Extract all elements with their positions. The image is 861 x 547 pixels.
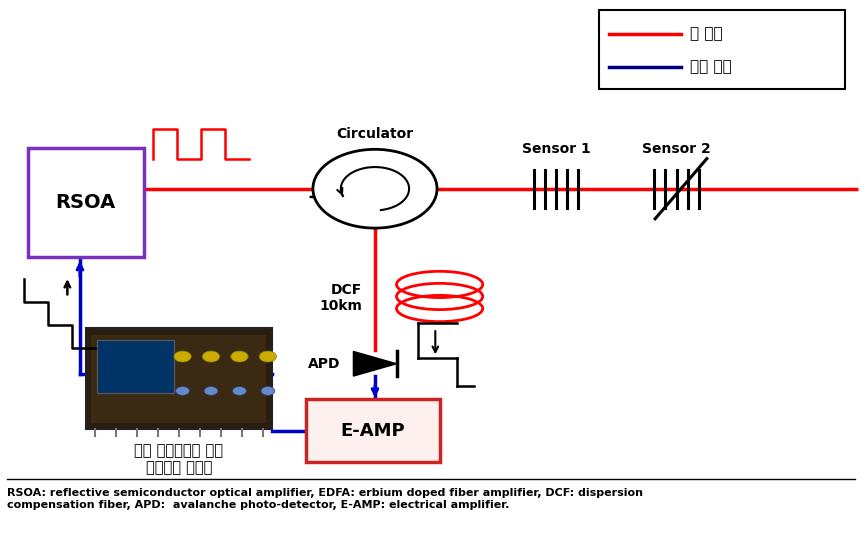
Circle shape bbox=[231, 351, 248, 362]
Text: 온도 모니터링용 센서
신호처리 시스템: 온도 모니터링용 센서 신호처리 시스템 bbox=[134, 443, 223, 475]
Circle shape bbox=[202, 351, 220, 362]
FancyBboxPatch shape bbox=[598, 10, 844, 89]
Circle shape bbox=[174, 351, 191, 362]
Polygon shape bbox=[353, 352, 396, 376]
Circle shape bbox=[204, 387, 218, 395]
Text: APD: APD bbox=[307, 357, 340, 371]
Text: 광 신호: 광 신호 bbox=[689, 26, 722, 41]
Circle shape bbox=[259, 351, 276, 362]
FancyBboxPatch shape bbox=[96, 340, 174, 393]
FancyBboxPatch shape bbox=[91, 335, 266, 423]
Circle shape bbox=[313, 149, 437, 228]
Circle shape bbox=[261, 387, 275, 395]
Text: Circulator: Circulator bbox=[336, 127, 413, 141]
Text: 전기 신호: 전기 신호 bbox=[689, 60, 730, 74]
Text: RSOA: reflective semiconductor optical amplifier, EDFA: erbium doped fiber ampli: RSOA: reflective semiconductor optical a… bbox=[7, 488, 642, 510]
Text: E-AMP: E-AMP bbox=[340, 422, 405, 440]
Text: RSOA: RSOA bbox=[56, 193, 115, 212]
Text: DCF
10km: DCF 10km bbox=[319, 283, 362, 313]
Circle shape bbox=[176, 387, 189, 395]
Text: Sensor 2: Sensor 2 bbox=[641, 142, 710, 156]
Circle shape bbox=[232, 387, 246, 395]
Text: Sensor 1: Sensor 1 bbox=[521, 142, 590, 156]
FancyBboxPatch shape bbox=[306, 399, 439, 462]
FancyBboxPatch shape bbox=[86, 328, 271, 429]
FancyBboxPatch shape bbox=[28, 148, 144, 257]
